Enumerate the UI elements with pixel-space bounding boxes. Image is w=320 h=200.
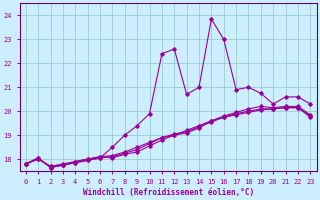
X-axis label: Windchill (Refroidissement éolien,°C): Windchill (Refroidissement éolien,°C) bbox=[83, 188, 254, 197]
